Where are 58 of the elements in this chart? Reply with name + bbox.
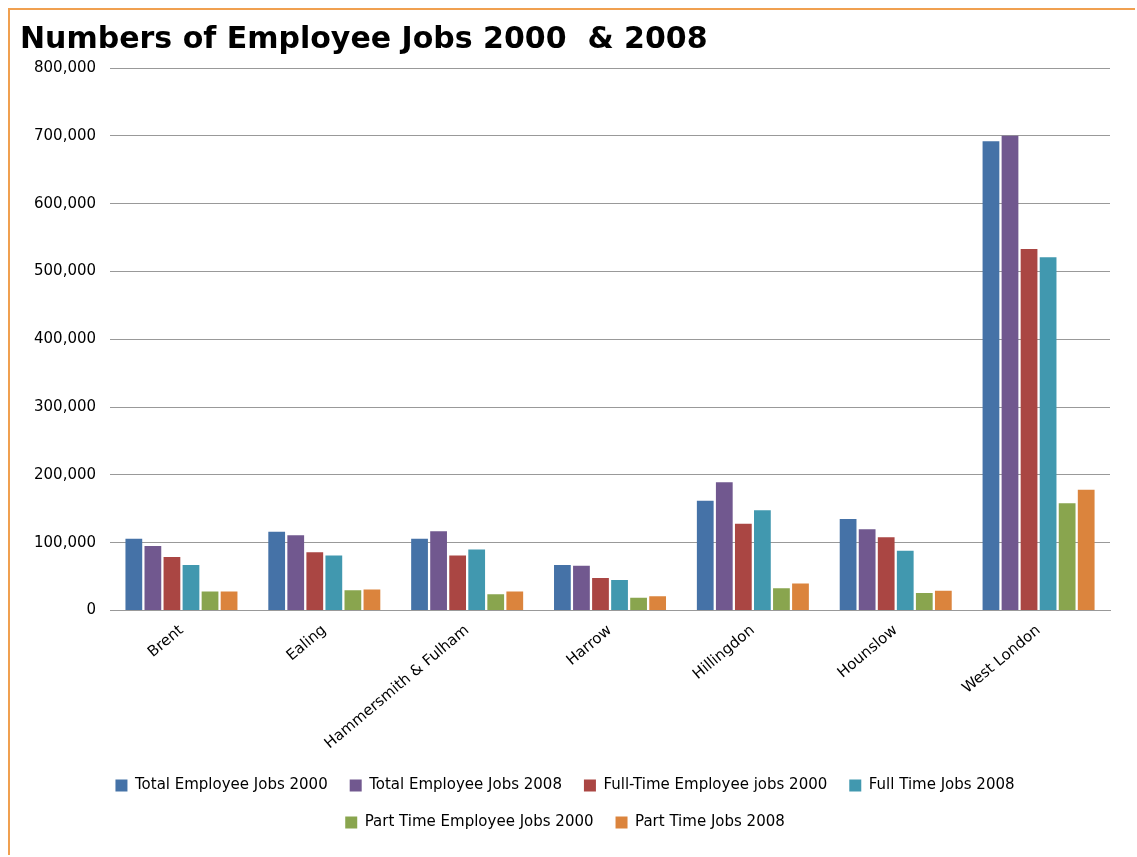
bar — [1039, 257, 1057, 611]
y-tick-label: 200,000 — [34, 464, 97, 483]
y-tick-label: 600,000 — [34, 193, 97, 212]
bar — [1058, 503, 1076, 611]
y-tick-label: 300,000 — [34, 396, 97, 415]
legend-label: Full Time Jobs 2008 — [868, 775, 1015, 794]
bar — [125, 538, 143, 611]
bar — [630, 597, 647, 611]
bar — [201, 591, 219, 611]
bar — [773, 588, 790, 611]
bar — [715, 482, 733, 611]
bar — [734, 523, 752, 611]
bar — [1020, 249, 1038, 611]
bar — [896, 550, 914, 611]
bar — [696, 500, 714, 611]
y-tick-label: 0 — [86, 600, 97, 619]
bar — [163, 556, 181, 611]
bar — [982, 141, 1000, 611]
bar — [430, 531, 447, 611]
y-tick-label: 700,000 — [34, 125, 97, 144]
y-tick-label: 800,000 — [34, 57, 97, 76]
bar — [325, 555, 343, 611]
bar — [306, 552, 324, 611]
bar — [934, 590, 952, 611]
bar — [487, 594, 505, 611]
bar — [287, 535, 305, 611]
bar — [877, 537, 895, 611]
legend-label: Total Employee Jobs 2008 — [368, 775, 562, 794]
bar — [468, 549, 486, 611]
bar — [363, 589, 381, 611]
bar — [268, 531, 286, 611]
bar — [858, 529, 876, 611]
bar — [592, 577, 609, 611]
bar — [1001, 135, 1019, 611]
bar — [506, 591, 524, 611]
bar — [411, 538, 428, 611]
bar — [754, 510, 771, 611]
y-tick-label: 400,000 — [34, 329, 97, 348]
bar — [344, 590, 362, 611]
bar — [182, 565, 200, 611]
bar — [573, 565, 590, 611]
bar — [220, 591, 238, 611]
bar — [144, 546, 162, 611]
legend-label: Part Time Employee Jobs 2000 — [364, 812, 594, 831]
y-tick-label: 500,000 — [34, 261, 97, 280]
bar — [1077, 489, 1095, 611]
bar — [554, 565, 571, 611]
bar — [792, 583, 809, 611]
bar — [839, 518, 857, 611]
legend-label: Total Employee Jobs 2000 — [133, 775, 328, 794]
y-tick-label: 100,000 — [34, 532, 97, 551]
bar — [915, 592, 933, 611]
bar — [611, 580, 628, 611]
chart-title: Numbers of Employee Jobs 2000 & 2008 — [20, 19, 708, 55]
bar — [449, 555, 467, 611]
legend-label: Part Time Jobs 2008 — [635, 812, 785, 831]
bar — [649, 596, 667, 611]
legend-label: Full-Time Employee jobs 2000 — [603, 775, 828, 794]
